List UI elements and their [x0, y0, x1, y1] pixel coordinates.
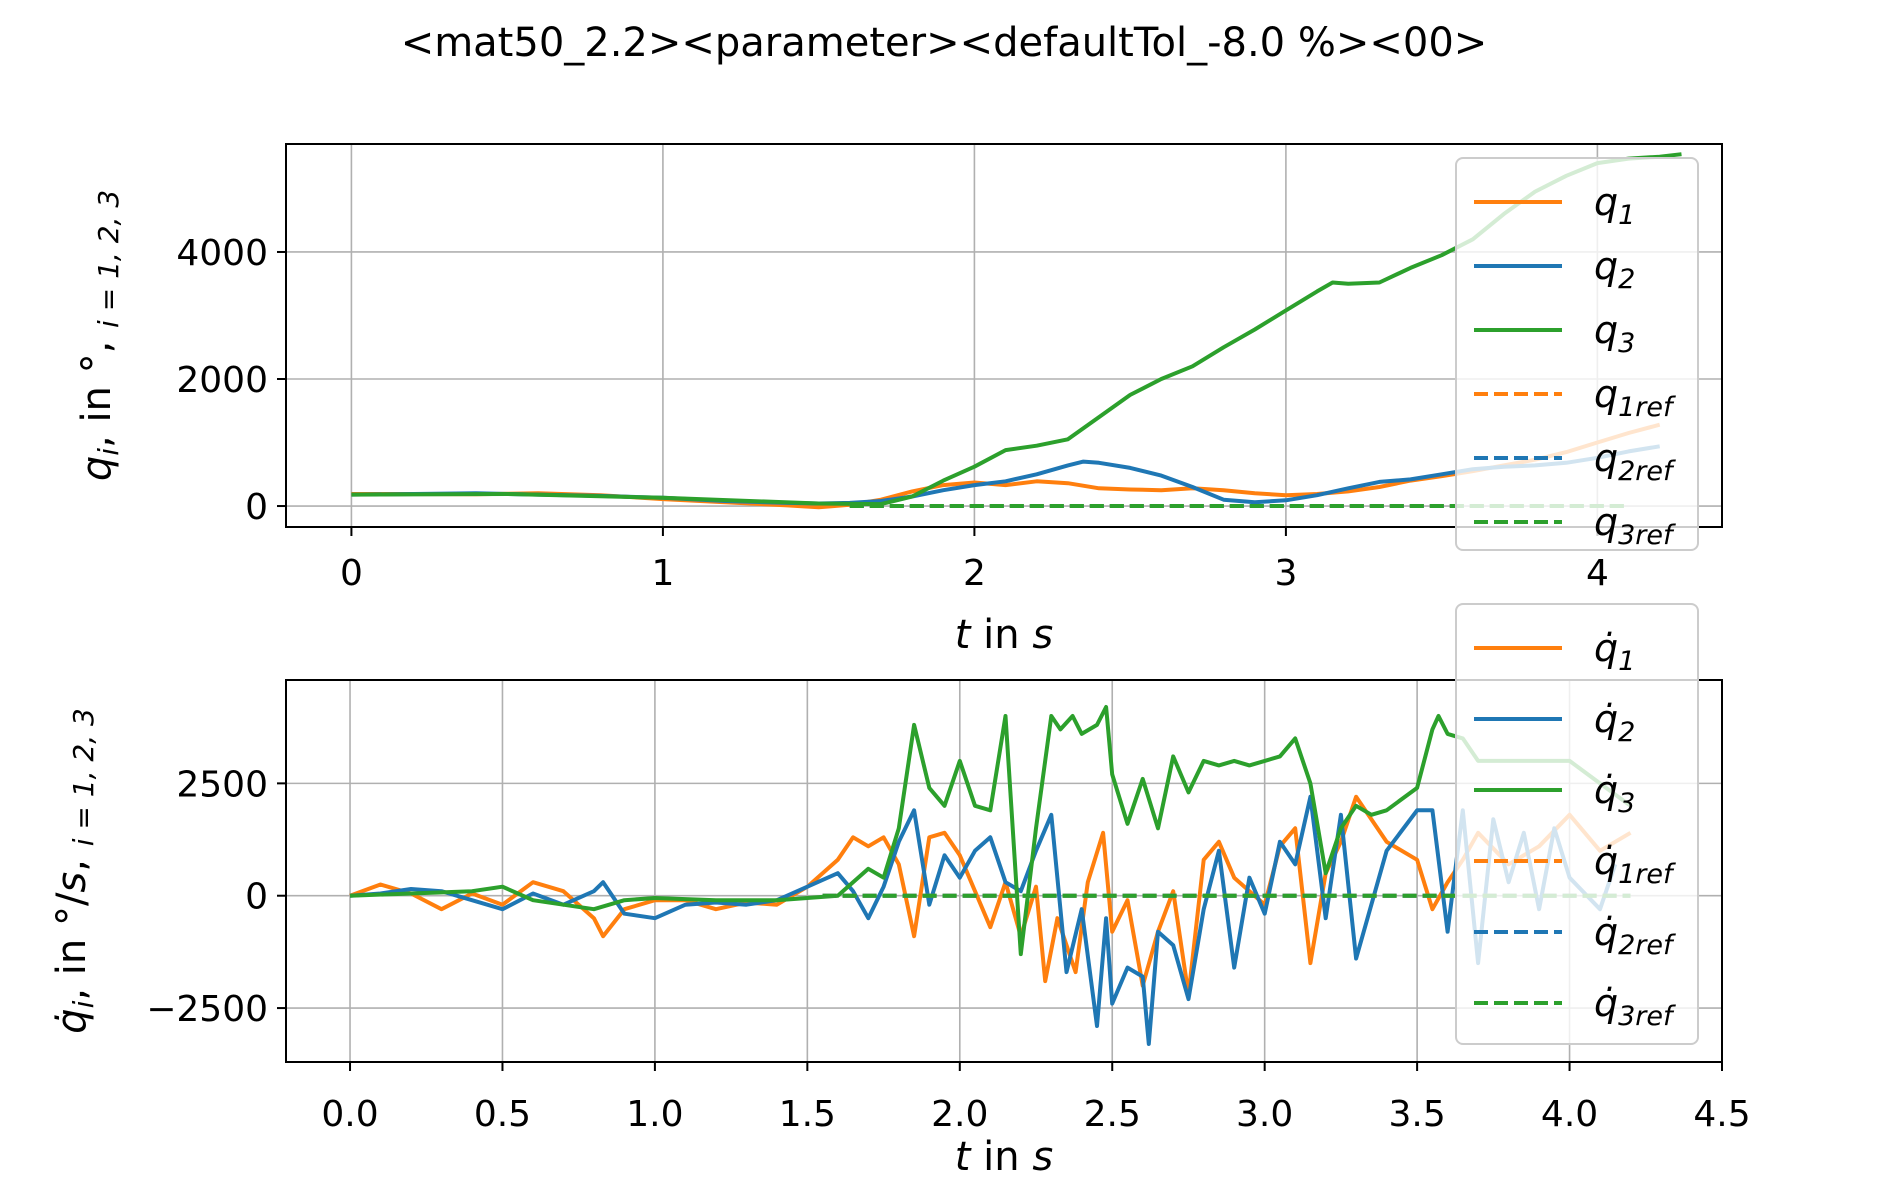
figure-title: <mat50_2.2><parameter><defaultTol_-8.0 %…	[401, 20, 1488, 66]
y-tick-label: 2500	[176, 764, 268, 805]
legend-label-subscript: 3ref	[1618, 520, 1676, 551]
series-line-3	[349, 705, 1632, 957]
legend-label-symbol: q̇	[1594, 839, 1618, 883]
legend-label-1ref: q1ref	[1594, 372, 1676, 423]
y-tick-label: 2000	[176, 360, 268, 401]
x-tick-label: 4.5	[1693, 1094, 1750, 1135]
series-line-2	[349, 794, 1618, 1046]
y-axis-label: qi, in °, i = 1, 2, 3	[74, 190, 125, 481]
x-axis-label: t in s	[955, 1134, 1053, 1180]
x-tick-label: 2.5	[1084, 1094, 1141, 1135]
legend-label-subscript: 1ref	[1618, 392, 1676, 423]
y-tick-label: −2500	[146, 989, 268, 1030]
legend-label-2: q̇2	[1594, 697, 1635, 748]
legend-label-subscript: 3	[1618, 328, 1635, 359]
y-axis-label-unit: s	[49, 872, 95, 893]
legend-label-2: q2	[1594, 244, 1635, 295]
x-tick-label: 0	[340, 553, 363, 594]
y-axis-label: q̇i, in °/s, i = 1, 2, 3	[49, 708, 100, 1034]
x-tick-label: 1.0	[626, 1094, 683, 1135]
legend-label-subscript: 3ref	[1618, 1001, 1676, 1032]
legend-label-symbol: q̇	[1594, 626, 1618, 670]
x-tick-label: 1.5	[779, 1094, 836, 1135]
y-axis-label-symbol: q̇	[49, 1008, 95, 1033]
legend-label-2ref: q2ref	[1594, 436, 1676, 487]
x-tick-label: 1	[651, 553, 674, 594]
legend-label-3: q̇3	[1594, 768, 1635, 819]
legend-label-1: q̇1	[1594, 626, 1635, 677]
y-axis-label-subscript: i	[92, 448, 125, 456]
legend-box	[1455, 603, 1699, 1045]
y-tick-label: 0	[245, 877, 268, 918]
legend-label-symbol: q	[1594, 180, 1618, 224]
legend-label-symbol: q	[1594, 308, 1618, 352]
x-tick-label: 3.5	[1388, 1094, 1445, 1135]
legend-label-symbol: q	[1594, 436, 1618, 480]
legend-label-subscript: 1	[1618, 200, 1635, 231]
y-axis-label-range: i = 1, 2, 3	[67, 708, 100, 846]
y-tick-label: 0	[245, 487, 268, 528]
y-axis-label-text: , in °,	[74, 328, 120, 448]
legend-label-symbol: q̇	[1594, 697, 1618, 741]
y-axis-label-range: i = 1, 2, 3	[92, 190, 125, 328]
legend-label-2ref: q̇2ref	[1594, 910, 1676, 961]
x-tick-label: 4	[1586, 553, 1609, 594]
legend-label-symbol: q̇	[1594, 768, 1618, 812]
legend-label-symbol: q̇	[1594, 981, 1618, 1025]
legend-label-3: q3	[1594, 308, 1635, 359]
series-line-1	[349, 794, 1632, 997]
x-tick-label: 0.5	[474, 1094, 531, 1135]
x-axis-label-unit: s	[1032, 612, 1053, 658]
x-tick-label: 3.0	[1236, 1094, 1293, 1135]
x-tick-label: 2.0	[931, 1094, 988, 1135]
legend-label-1: q1	[1594, 180, 1635, 231]
y-axis-label-text: , in °/	[49, 892, 95, 1001]
axes-frame	[285, 143, 1723, 528]
x-tick-label: 3	[1274, 553, 1297, 594]
legend-label-3ref: q̇3ref	[1594, 981, 1676, 1032]
legend-label-subscript: 2ref	[1618, 456, 1676, 487]
legend-label-symbol: q	[1594, 372, 1618, 416]
x-axis-label: t in s	[955, 612, 1053, 658]
legend-label-1ref: q̇1ref	[1594, 839, 1676, 890]
legend-label-symbol: q	[1594, 500, 1618, 544]
x-tick-label: 0.0	[321, 1094, 378, 1135]
x-axis-label-unit: s	[1032, 1134, 1053, 1180]
legend-label-3ref: q3ref	[1594, 500, 1676, 551]
y-tick-label: 4000	[176, 233, 268, 274]
legend-label-symbol: q̇	[1594, 910, 1618, 954]
legend-label-symbol: q	[1594, 244, 1618, 288]
legend-label-subscript: 1	[1618, 646, 1635, 677]
x-tick-label: 4.0	[1541, 1094, 1598, 1135]
legend-label-subscript: 3	[1618, 788, 1635, 819]
legend-label-subscript: 2	[1618, 717, 1635, 748]
legend-label-subscript: 2	[1618, 264, 1635, 295]
legend-box	[1455, 157, 1699, 551]
axes-frame	[285, 679, 1723, 1063]
y-axis-label-subscript: i	[67, 1000, 100, 1008]
velocity-chart: 0.0 0.5 1.0 1.5 2.0 2.5 3.0 3.5 4.0 4.5 −2500 0 2500…	[49, 603, 1751, 1180]
x-axis-label-var: t	[955, 1134, 972, 1180]
x-tick-label: 2	[963, 553, 986, 594]
x-axis-label-text: in	[970, 612, 1032, 658]
legend-label-subscript: 2ref	[1618, 930, 1676, 961]
y-axis-label-symbol: q	[74, 456, 120, 481]
x-axis-label-var: t	[955, 612, 972, 658]
legend-label-subscript: 1ref	[1618, 859, 1676, 890]
x-axis-label-text: in	[970, 1134, 1032, 1180]
y-axis-label-separator: ,	[49, 846, 95, 871]
